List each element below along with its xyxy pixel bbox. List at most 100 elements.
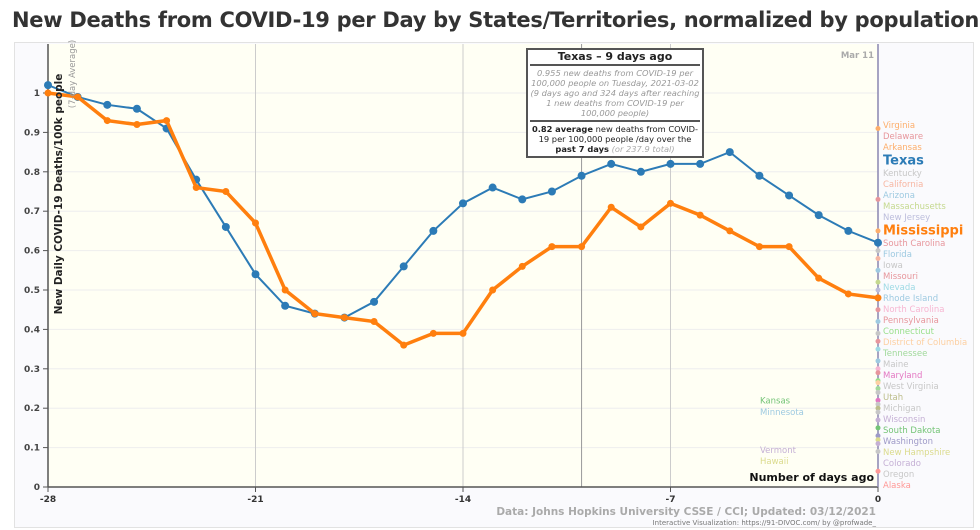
data-point-mississippi — [578, 243, 586, 251]
credit-link[interactable]: Interactive Visualization: https://91-DI… — [652, 519, 876, 527]
data-point-mississippi — [370, 318, 378, 326]
y-tick-label: 0.5 — [24, 286, 40, 296]
data-point-texas — [370, 297, 379, 306]
data-point-mississippi — [340, 314, 348, 322]
tooltip-avg-word: average — [555, 124, 594, 134]
state-label: Arizona — [883, 191, 915, 201]
state-endpoint-missouri — [875, 338, 881, 344]
tooltip-avg-period: past 7 days — [555, 144, 609, 154]
state-label: Minnesota — [760, 408, 804, 418]
state-label: South Dakota — [883, 426, 941, 436]
state-label: Wisconsin — [883, 415, 925, 425]
state-endpoint-maryland — [875, 397, 881, 403]
data-point-texas — [844, 226, 853, 235]
series-label-mississippi: Mississippi — [883, 224, 963, 239]
data-point-texas — [132, 104, 141, 113]
data-point-mississippi — [133, 121, 141, 129]
state-endpoint-south-dakota — [875, 425, 881, 431]
state-endpoint-south-carolina — [875, 307, 881, 313]
data-point-texas — [814, 211, 823, 220]
state-label: Oregon — [883, 470, 914, 480]
y-tick-label: 0.3 — [24, 365, 40, 375]
y-tick-label: 0 — [34, 483, 40, 493]
x-axis-label: Number of days ago — [749, 471, 874, 484]
state-endpoint-district-of-columbia — [875, 380, 881, 386]
data-point-texas — [103, 100, 112, 109]
data-point-texas — [666, 159, 675, 168]
state-endpoint-north-carolina — [875, 366, 881, 372]
y-tick-label: 0.6 — [24, 247, 40, 257]
x-tick-label: -28 — [40, 495, 56, 505]
y-tick-label: 0.9 — [24, 128, 40, 138]
state-label: Delaware — [883, 132, 923, 142]
state-label: Kentucky — [883, 169, 922, 179]
state-endpoint-michigan — [875, 409, 881, 415]
tooltip-detail: 0.955 new deaths from COVID-19 per 100,0… — [530, 68, 700, 122]
data-source: Data: Johns Hopkins University CSSE / CC… — [496, 506, 876, 518]
series-label-texas: Texas — [883, 154, 924, 169]
state-endpoint-maine — [875, 389, 881, 395]
state-endpoint-california — [875, 255, 881, 261]
state-label: Washington — [883, 437, 933, 447]
state-endpoint-delaware — [875, 196, 881, 202]
state-label: West Virginia — [883, 382, 939, 392]
state-endpoint-washington — [875, 433, 881, 439]
state-label: Alaska — [883, 481, 911, 491]
data-point-mississippi — [281, 286, 289, 294]
tooltip-average: 0.82 average new deaths from COVID-19 pe… — [530, 124, 700, 154]
state-label: Nevada — [883, 283, 915, 293]
data-point-texas — [251, 270, 260, 279]
state-endpoint-kentucky — [875, 248, 881, 254]
state-label: Kansas — [760, 396, 791, 406]
data-point-texas — [44, 81, 52, 90]
state-label: Hawaii — [760, 457, 788, 467]
state-label: Maryland — [883, 371, 922, 381]
x-tick-label: -7 — [666, 495, 676, 505]
data-point-texas — [607, 159, 616, 168]
data-point-mississippi — [844, 290, 852, 298]
data-point-texas — [696, 159, 705, 168]
data-point-texas — [755, 171, 764, 180]
x-tick-label: 0 — [875, 495, 881, 505]
tooltip-avg-total: (or 237.9 total) — [611, 144, 675, 154]
data-point-texas — [636, 167, 645, 176]
state-label: Florida — [883, 250, 912, 260]
state-endpoint-florida — [875, 319, 881, 325]
data-point-mississippi — [696, 211, 704, 219]
state-endpoint-alaska — [875, 468, 881, 474]
data-point-mississippi — [489, 286, 497, 294]
data-point-texas — [874, 238, 882, 247]
data-point-texas — [725, 148, 734, 157]
state-label: Utah — [883, 393, 903, 403]
data-point-texas — [785, 191, 794, 200]
data-point-texas — [459, 199, 467, 208]
state-label: Iowa — [883, 261, 903, 271]
state-label: South Carolina — [883, 239, 945, 249]
data-point-mississippi — [667, 199, 674, 207]
x-tick-label: -21 — [247, 495, 263, 505]
state-endpoint-pennsylvania — [875, 370, 881, 376]
state-label: Connecticut — [883, 327, 935, 337]
state-label: California — [883, 180, 923, 190]
data-point-mississippi — [785, 243, 793, 251]
data-point-mississippi — [548, 243, 556, 251]
state-endpoint-new-hampshire — [875, 437, 881, 443]
state-label: Colorado — [883, 459, 921, 469]
state-label: Michigan — [883, 404, 921, 414]
data-point-mississippi — [103, 117, 111, 125]
state-endpoint-virginia — [875, 125, 881, 131]
data-point-mississippi — [44, 89, 52, 97]
data-point-texas — [221, 222, 230, 231]
date-label: Mar 11 — [841, 51, 874, 61]
x-tick-label: -14 — [455, 495, 471, 505]
state-label: North Carolina — [883, 305, 944, 315]
state-label: New Jersey — [883, 213, 930, 223]
y-axis-sublabel: (7-day Average) — [68, 40, 78, 108]
state-label: Missouri — [883, 272, 918, 282]
tooltip-title: Texas – 9 days ago — [530, 51, 700, 66]
state-endpoint-utah — [875, 405, 881, 411]
state-endpoint-west-virginia — [875, 401, 881, 407]
data-point-mississippi — [755, 243, 763, 251]
y-tick-label: 1 — [34, 89, 40, 99]
